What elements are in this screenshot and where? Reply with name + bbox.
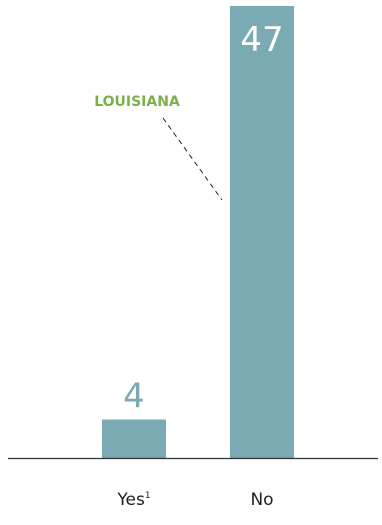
x-tick-labels-group: Yes1 No [116,490,273,510]
footnote-marker: 1 [145,491,151,501]
bar-no [230,6,294,458]
value-label-no: 47 [240,20,283,60]
value-labels-group: 4 47 [123,20,283,417]
x-tick-label-yes: Yes1 [116,490,150,510]
x-tick-label-no: No [250,490,273,510]
value-label-yes: 4 [123,377,145,417]
bars-group [102,6,294,458]
annotation-label-louisiana: LOUISIANA [94,94,180,110]
bar-yes [102,419,166,458]
annotation-group: LOUISIANA [94,94,223,201]
annotation-leader-line [162,117,223,201]
